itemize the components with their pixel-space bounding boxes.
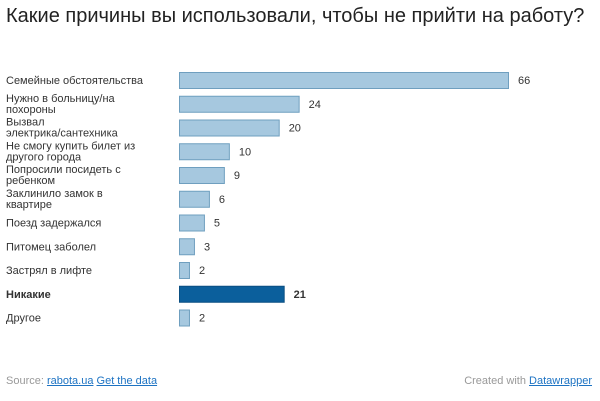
category-label: Нужно в больницу/на похороны	[6, 93, 116, 116]
value-label: 24	[309, 99, 321, 111]
category-label: Поезд задержался	[6, 218, 101, 230]
bar-row: Попросили посидеть с ребенком 9	[6, 164, 240, 187]
bar	[179, 119, 280, 137]
get-data-link[interactable]: Get the data	[96, 375, 158, 387]
value-label: 10	[239, 146, 251, 158]
bar-chart: Семейные обстоятельства 66 Нужно в больниц…	[6, 72, 530, 327]
value-label: 21	[294, 289, 306, 301]
value-label: 3	[204, 241, 210, 253]
bar	[179, 214, 205, 232]
credit-info: Created with Datawrapper	[464, 375, 592, 387]
category-label: Заклинило замок в квартире	[6, 188, 103, 211]
category-label: Застрял в лифте	[6, 265, 92, 277]
category-label: Попросили посидеть с ребенком	[6, 164, 121, 187]
value-label: 5	[214, 218, 220, 230]
category-label: Семейные обстоятельства	[6, 75, 144, 87]
bar-row: Вызвал электрика/сантехника 20	[6, 117, 301, 140]
category-label: Вызвал электрика/сантехника	[6, 117, 119, 140]
bar	[179, 95, 300, 113]
bar-row: Никакие 21	[6, 285, 306, 303]
bar	[179, 309, 190, 327]
value-label: 20	[289, 123, 301, 135]
bar-row: Семейные обстоятельства 66	[6, 72, 530, 89]
source-prefix: Source:	[6, 375, 47, 387]
bar	[179, 190, 210, 208]
bar-row: Другое 2	[6, 309, 205, 327]
source-link[interactable]: rabota.ua	[46, 375, 94, 387]
value-label: 6	[219, 194, 225, 206]
value-label: 2	[199, 265, 205, 277]
value-label: 9	[234, 170, 240, 182]
category-label: Не смогу купить билет из другого города	[6, 140, 135, 163]
bar-row: Нужно в больницу/на похороны 24	[6, 93, 321, 116]
bar	[179, 262, 190, 279]
created-prefix: Created with	[464, 375, 530, 387]
category-label: Никакие	[6, 289, 51, 301]
bar-row: Поезд задержался 5	[6, 214, 220, 232]
bar	[179, 143, 230, 161]
category-label: Другое	[6, 313, 41, 325]
bar-row: Питомец заболел 3	[6, 238, 210, 256]
bar	[179, 285, 285, 303]
value-label: 66	[518, 75, 530, 87]
source-info: Source: rabota.ua Get the data	[6, 375, 157, 387]
category-label: Питомец заболел	[6, 241, 96, 253]
value-label: 2	[199, 313, 205, 325]
bar	[179, 167, 225, 184]
bar	[179, 238, 195, 256]
datawrapper-link[interactable]: Datawrapper	[529, 375, 592, 387]
chart-title: Какие причины вы использовали, чтобы не …	[6, 5, 585, 27]
bar-row: Застрял в лифте 2	[6, 262, 205, 279]
bar	[179, 72, 509, 89]
bar-row: Заклинило замок в квартире 6	[6, 188, 225, 211]
bar-row: Не смогу купить билет из другого города 10	[6, 140, 251, 163]
